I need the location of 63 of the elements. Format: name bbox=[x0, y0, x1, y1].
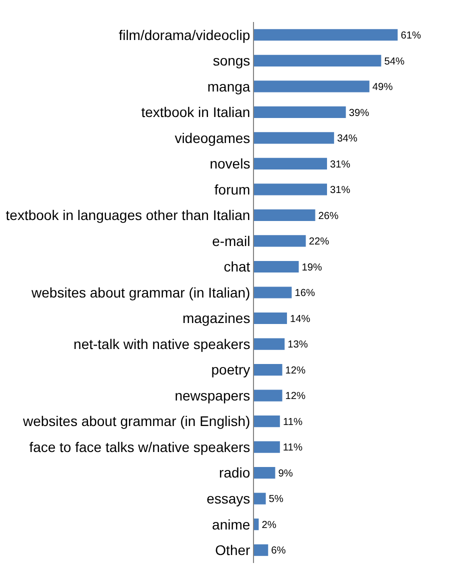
data-label: 31% bbox=[330, 185, 350, 196]
bar bbox=[254, 106, 346, 118]
y-tick-label: videogames bbox=[174, 130, 250, 146]
data-label: 11% bbox=[282, 416, 302, 428]
y-tick-label: magazines bbox=[182, 310, 250, 326]
data-label: 31% bbox=[330, 159, 350, 170]
bar bbox=[254, 80, 370, 92]
data-label: 22% bbox=[308, 236, 330, 248]
bar bbox=[254, 132, 334, 144]
data-label: 54% bbox=[384, 56, 404, 68]
data-label: 61% bbox=[400, 30, 421, 42]
y-tick-label: net-talk with native speakers bbox=[74, 336, 250, 352]
y-tick-label: manga bbox=[207, 78, 250, 94]
y-tick-label: radio bbox=[219, 464, 250, 481]
bar bbox=[254, 492, 266, 504]
y-tick-label: film/dorama/videoclip bbox=[118, 26, 250, 43]
y-tick-label: songs bbox=[212, 52, 250, 69]
bar bbox=[254, 312, 287, 324]
data-label: 5% bbox=[268, 494, 284, 506]
data-label: 13% bbox=[288, 340, 308, 351]
data-label: 34% bbox=[337, 134, 358, 145]
bar bbox=[254, 286, 292, 298]
data-label: 49% bbox=[372, 82, 393, 94]
bar bbox=[254, 209, 316, 222]
y-tick-label: newspapers bbox=[174, 387, 250, 404]
data-label: 9% bbox=[278, 468, 293, 480]
bar bbox=[254, 416, 280, 428]
bar bbox=[254, 184, 328, 196]
bar bbox=[254, 390, 282, 402]
bar bbox=[254, 338, 285, 350]
y-tick-label: novels bbox=[210, 156, 250, 172]
data-label: 12% bbox=[285, 365, 306, 376]
data-label: 26% bbox=[318, 210, 339, 222]
bar bbox=[254, 235, 306, 247]
bar bbox=[254, 29, 398, 41]
bar bbox=[254, 467, 276, 479]
bar bbox=[254, 441, 280, 453]
y-tick-label: websites about grammar (in English) bbox=[22, 413, 250, 430]
y-tick-label: face to face talks w/native speakers bbox=[29, 438, 250, 455]
y-tick-label: forum bbox=[214, 181, 250, 198]
bar bbox=[254, 364, 282, 376]
data-label: 6% bbox=[271, 546, 286, 557]
data-label: 11% bbox=[282, 442, 302, 454]
data-label: 39% bbox=[348, 108, 370, 119]
bar bbox=[254, 518, 259, 530]
y-tick-label: Other bbox=[215, 542, 251, 558]
y-tick-label: poetry bbox=[211, 362, 250, 378]
data-label: 2% bbox=[262, 520, 276, 531]
bar bbox=[254, 544, 268, 556]
y-tick-label: chat bbox=[224, 258, 250, 275]
data-label: 12% bbox=[285, 391, 306, 402]
y-tick-label: anime bbox=[212, 516, 250, 532]
y-tick-label: textbook in Italian bbox=[141, 104, 250, 120]
y-tick-label: e-mail bbox=[212, 232, 250, 249]
bar bbox=[254, 260, 299, 273]
bar bbox=[254, 158, 328, 170]
y-tick-label: websites about grammar (in Italian) bbox=[30, 284, 250, 300]
data-label: 14% bbox=[290, 314, 310, 325]
data-label: 16% bbox=[294, 288, 315, 300]
data-label: 19% bbox=[302, 262, 322, 274]
y-tick-label: textbook in languages other than Italian bbox=[6, 207, 250, 224]
bar bbox=[254, 54, 382, 66]
y-tick-label: essays bbox=[206, 490, 250, 506]
